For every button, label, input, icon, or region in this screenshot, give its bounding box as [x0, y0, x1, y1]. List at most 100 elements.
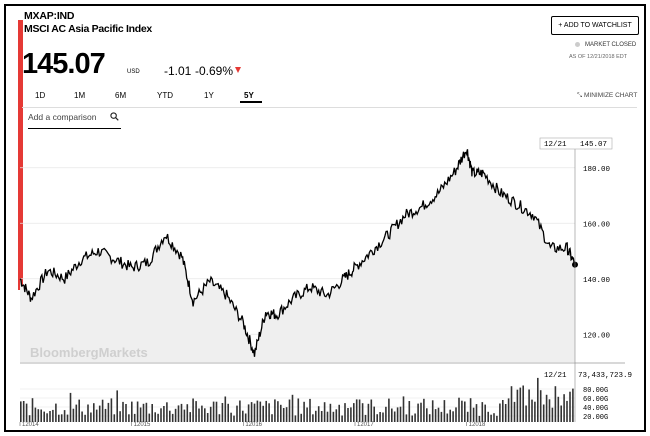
volume-bar [507, 398, 510, 422]
volume-bar [66, 414, 69, 422]
volume-bar [545, 394, 548, 422]
volume-bar [250, 402, 253, 422]
volume-bar [95, 409, 98, 422]
volume-bar [569, 391, 571, 422]
volume-bar [525, 405, 527, 422]
tab-1d[interactable]: 1D [35, 91, 46, 100]
volume-bar [420, 402, 422, 422]
volume-bar [63, 410, 66, 422]
minimize-chart-button[interactable]: ⤡ MINIMIZE CHART [577, 92, 638, 99]
volume-bar [282, 408, 285, 422]
volume-bar [393, 411, 396, 422]
volume-bar [376, 414, 378, 422]
volume-bar [31, 398, 34, 422]
volume-bar [361, 403, 364, 422]
volume-bar [78, 399, 80, 422]
volume-bar [139, 407, 142, 422]
volume-bar [537, 377, 539, 422]
active-tab-underline [240, 101, 262, 103]
volume-bar [113, 414, 116, 422]
volume-bar [382, 412, 384, 422]
tab-ytd[interactable]: YTD [157, 91, 173, 100]
volume-bar [288, 399, 291, 422]
last-date-label: 12/21 [544, 141, 567, 149]
add-to-watchlist-button[interactable]: + ADD TO WATCHLIST [551, 16, 639, 35]
last-date-label-bg [539, 137, 613, 150]
volume-bar [294, 415, 297, 422]
volume-bar [244, 413, 247, 422]
volume-bar [542, 404, 545, 422]
volume-bar [528, 389, 530, 422]
volume-bar [303, 401, 305, 422]
volume-bar [464, 401, 466, 422]
volume-date-label: 12/21 [544, 372, 567, 380]
volume-bar [69, 392, 72, 422]
volume-bar [280, 404, 282, 422]
accent-bar [18, 20, 23, 290]
current-price: 145.07 [22, 48, 106, 80]
volume-bar [335, 409, 338, 422]
volume-bar [93, 403, 95, 422]
volume-bar [531, 399, 533, 422]
last-price-label: 145.07 [580, 141, 607, 149]
tab-1y[interactable]: 1Y [204, 91, 214, 100]
add-comparison-input[interactable]: Add a comparison [28, 112, 97, 122]
volume-bar [423, 398, 425, 422]
tab-1m[interactable]: 1M [74, 91, 86, 100]
volume-bar [539, 390, 542, 422]
volume-bar [572, 388, 574, 422]
tab-divider [22, 107, 637, 108]
volume-bar [370, 399, 373, 422]
tab-6m[interactable]: 6M [115, 91, 127, 100]
volume-bar [90, 412, 92, 422]
volume-bar [180, 403, 183, 422]
volume-bar [101, 399, 104, 422]
volume-bar [46, 413, 48, 422]
volume-bar [227, 403, 229, 422]
volume-bar [513, 401, 516, 422]
volume-bar [434, 409, 437, 422]
volume-bar [107, 402, 110, 422]
volume-bar [516, 389, 519, 422]
volume-bar [55, 403, 57, 422]
volume-bar [329, 403, 332, 422]
price-change-percent: -0.69% [195, 64, 234, 78]
volume-bar [437, 407, 440, 422]
volume-bar [455, 407, 457, 422]
volume-bar [373, 406, 375, 422]
volume-bar [563, 394, 565, 422]
volume-bar [183, 409, 186, 422]
volume-bar [440, 411, 443, 422]
volume-bar [224, 396, 227, 422]
index-name: MSCI AC Asia Pacific Index [24, 23, 152, 35]
time-axis: 12014 12015 12016 12017 12018 [19, 422, 486, 428]
volume-bar [551, 407, 554, 422]
volume-bar [52, 409, 54, 422]
x-tick-label: 12015 [134, 422, 151, 428]
volume-bar [142, 403, 145, 422]
volume-bar [136, 401, 139, 422]
volume-bar [174, 408, 177, 422]
volume-bar [265, 400, 267, 422]
volume-value-label: 73,433,723.9 [578, 372, 632, 380]
volume-bar [554, 386, 557, 422]
volume-bar [128, 414, 130, 422]
volume-bar [22, 401, 25, 422]
market-status: MARKET CLOSED [585, 42, 637, 48]
volume-bar [87, 404, 89, 422]
volume-bar [218, 414, 221, 422]
volume-bar [192, 398, 194, 422]
search-icon[interactable] [110, 112, 119, 121]
volume-bar [186, 404, 189, 422]
as-of-timestamp: AS OF 12/21/2018 EDT [569, 54, 628, 60]
tab-5y[interactable]: 5Y [244, 91, 254, 100]
volume-bar [125, 404, 127, 422]
volume-tick-label: 80.00G [583, 387, 608, 395]
volume-bars [20, 377, 574, 422]
volume-bar [119, 411, 121, 422]
volume-bar [443, 400, 446, 422]
volume-bar [388, 398, 390, 422]
volume-bar [490, 414, 492, 422]
